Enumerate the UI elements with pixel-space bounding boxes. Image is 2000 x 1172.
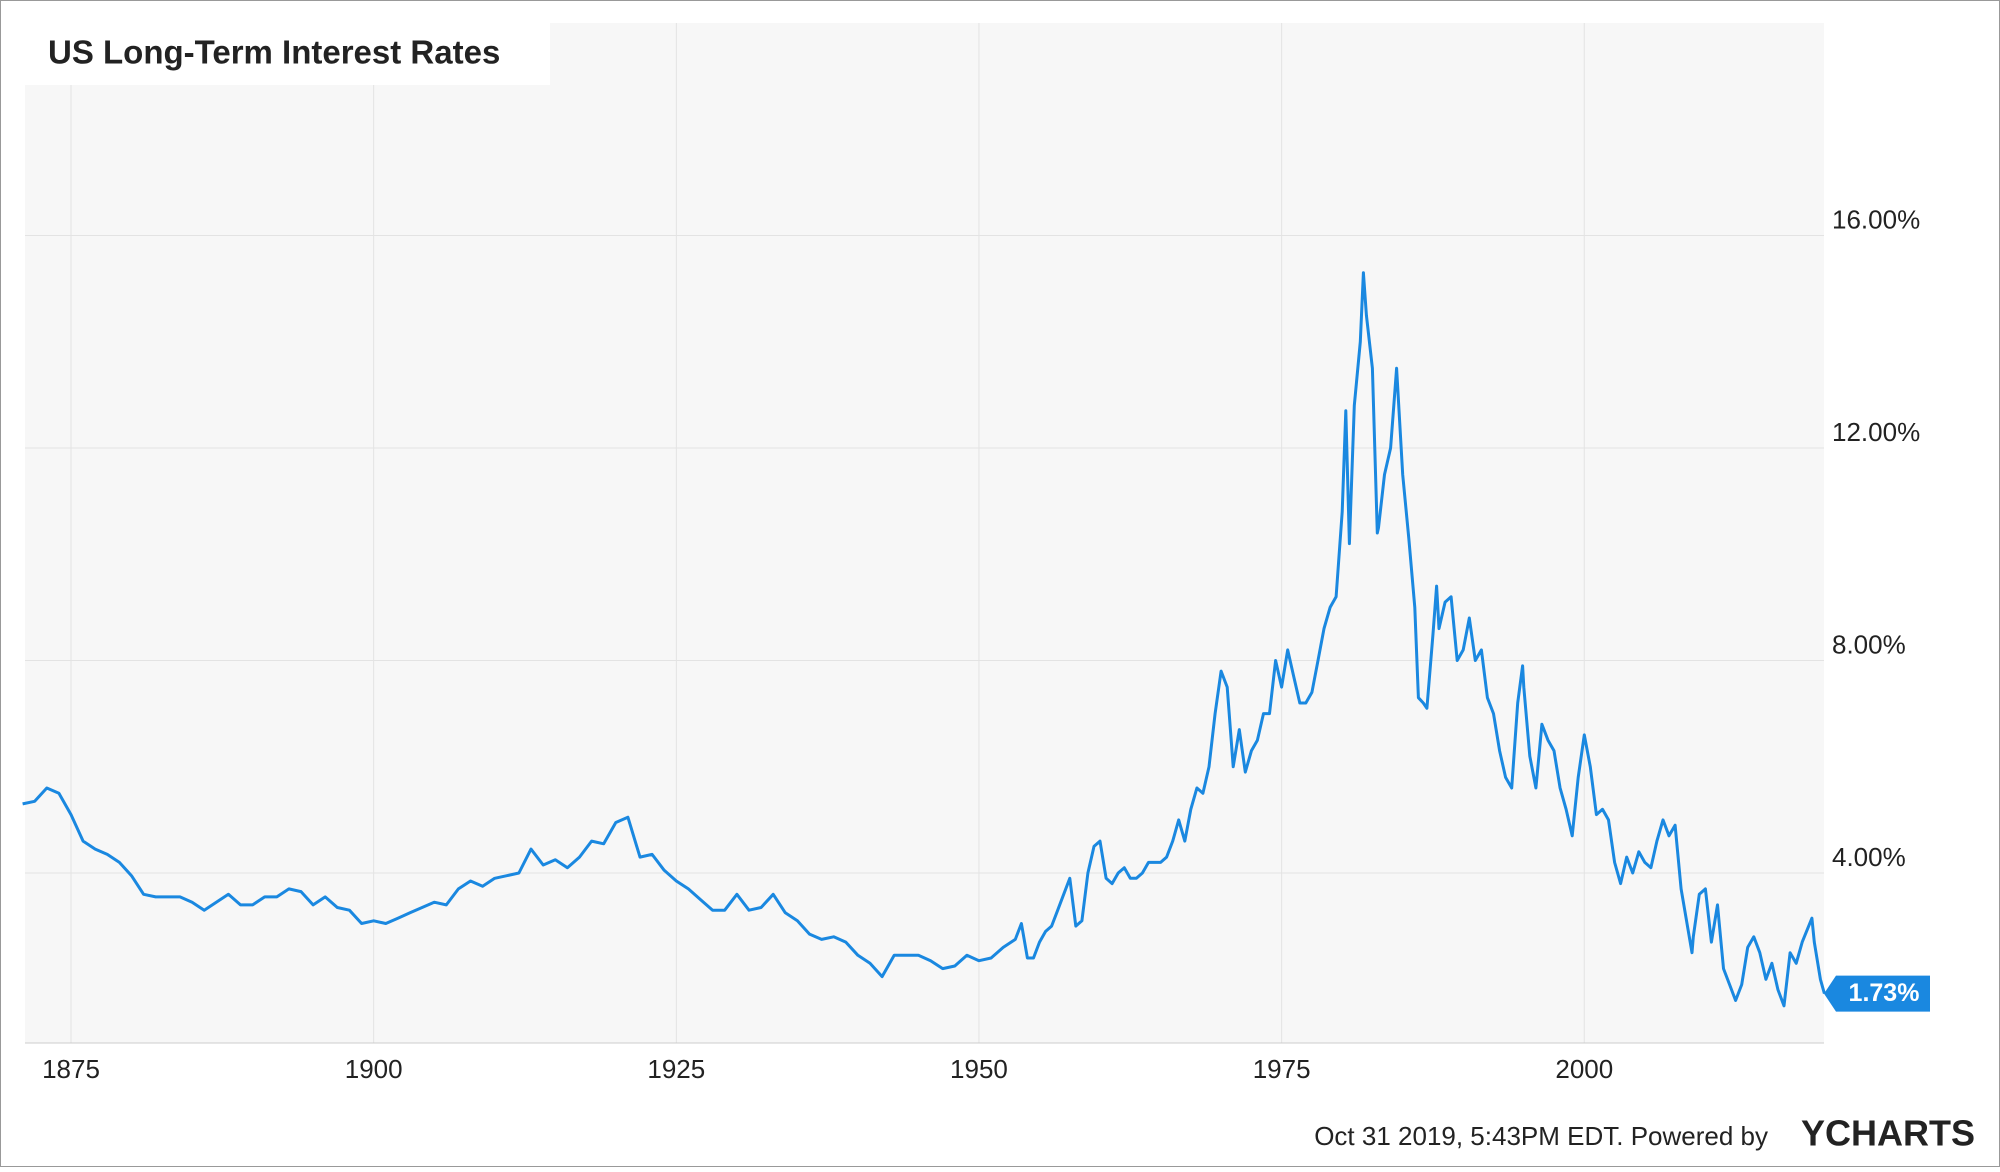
y-tick-label: 4.00%: [1832, 842, 1906, 872]
x-tick-label: 1925: [647, 1054, 705, 1084]
brand: YCHARTS: [1801, 1113, 1975, 1154]
y-tick-label: 12.00%: [1832, 417, 1920, 447]
last-value-label: 1.73%: [1849, 979, 1920, 1007]
footer: Oct 31 2019, 5:43PM EDT. Powered by: [1314, 1121, 1768, 1151]
y-tick-label: 8.00%: [1832, 629, 1906, 659]
y-tick-label: 16.00%: [1832, 204, 1920, 234]
x-tick-label: 2000: [1555, 1054, 1613, 1084]
x-tick-label: 1975: [1253, 1054, 1311, 1084]
grid: [25, 23, 1824, 1044]
title-box: [25, 23, 550, 85]
x-tick-label: 1900: [345, 1054, 403, 1084]
marks: [22, 271, 1826, 1008]
last-value-flag: [1824, 975, 1930, 1012]
x-tick-label: 1875: [42, 1054, 100, 1084]
chart-title: US Long-Term Interest Rates: [48, 34, 500, 71]
line: [22, 271, 1826, 1008]
x-tick-label: 1950: [950, 1054, 1008, 1084]
